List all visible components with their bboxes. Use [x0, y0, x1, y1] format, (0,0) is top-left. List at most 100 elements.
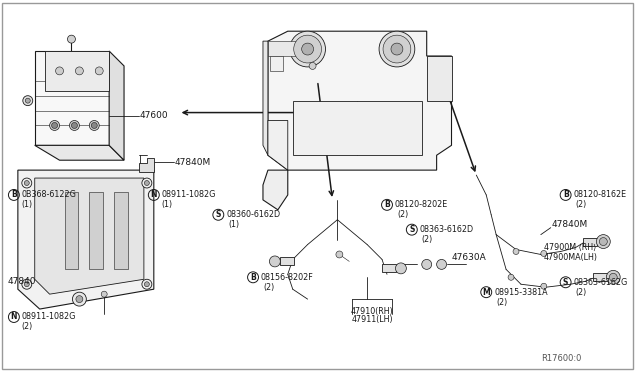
Circle shape	[513, 248, 519, 254]
Text: N: N	[11, 312, 17, 321]
Polygon shape	[593, 273, 607, 281]
Polygon shape	[280, 257, 294, 265]
Circle shape	[294, 35, 321, 63]
Polygon shape	[584, 238, 597, 246]
Text: (2): (2)	[575, 201, 587, 209]
Circle shape	[606, 270, 620, 284]
Circle shape	[309, 62, 316, 70]
Polygon shape	[18, 170, 154, 309]
Circle shape	[101, 291, 107, 297]
Circle shape	[95, 67, 103, 75]
Text: 08360-6162D: 08360-6162D	[227, 210, 280, 219]
Text: 47911(LH): 47911(LH)	[351, 315, 393, 324]
Circle shape	[541, 283, 547, 289]
Text: S: S	[563, 278, 568, 287]
Text: R17600:0: R17600:0	[541, 354, 581, 363]
Circle shape	[600, 238, 607, 246]
Text: B: B	[384, 201, 390, 209]
Circle shape	[22, 279, 32, 289]
Text: 47630A: 47630A	[451, 253, 486, 262]
Polygon shape	[382, 264, 396, 272]
Text: 08911-1082G: 08911-1082G	[22, 312, 76, 321]
Polygon shape	[263, 170, 288, 210]
Circle shape	[290, 31, 326, 67]
Circle shape	[67, 35, 76, 43]
Text: (2): (2)	[263, 283, 274, 292]
Text: 47910(RH): 47910(RH)	[351, 307, 394, 315]
Text: (2): (2)	[575, 288, 587, 297]
Circle shape	[90, 121, 99, 131]
Polygon shape	[268, 41, 308, 56]
Circle shape	[336, 251, 343, 258]
Circle shape	[56, 67, 63, 75]
Circle shape	[22, 178, 32, 188]
Text: B: B	[563, 190, 568, 199]
Text: 47900MA(LH): 47900MA(LH)	[544, 253, 598, 262]
Circle shape	[396, 263, 406, 274]
Polygon shape	[35, 145, 124, 160]
Text: (1): (1)	[22, 201, 33, 209]
Circle shape	[50, 121, 60, 131]
Circle shape	[24, 282, 29, 287]
Circle shape	[422, 259, 431, 269]
Circle shape	[145, 282, 149, 287]
Circle shape	[609, 273, 617, 281]
Circle shape	[596, 235, 611, 248]
Circle shape	[142, 279, 152, 289]
Polygon shape	[109, 51, 124, 160]
Text: 08120-8162E: 08120-8162E	[573, 190, 627, 199]
Text: (2): (2)	[496, 298, 508, 307]
Polygon shape	[270, 56, 283, 71]
Circle shape	[72, 292, 86, 306]
Circle shape	[383, 35, 411, 63]
Text: B: B	[11, 190, 17, 199]
Circle shape	[391, 43, 403, 55]
Circle shape	[24, 180, 29, 186]
Circle shape	[76, 296, 83, 302]
Text: 47840: 47840	[8, 277, 36, 286]
Text: 08120-8202E: 08120-8202E	[395, 201, 448, 209]
Polygon shape	[263, 41, 268, 155]
Circle shape	[26, 98, 30, 103]
Text: 0B368-6122G: 0B368-6122G	[22, 190, 77, 199]
Circle shape	[52, 122, 58, 128]
Text: 08915-3381A: 08915-3381A	[494, 288, 548, 297]
Circle shape	[436, 259, 447, 269]
Text: (1): (1)	[162, 201, 173, 209]
Text: 47600: 47600	[140, 111, 168, 120]
Polygon shape	[292, 101, 422, 155]
Circle shape	[70, 121, 79, 131]
Polygon shape	[35, 51, 109, 145]
Text: (2): (2)	[422, 235, 433, 244]
Polygon shape	[45, 51, 109, 91]
Polygon shape	[35, 178, 144, 294]
Circle shape	[541, 250, 547, 256]
Text: B: B	[250, 273, 256, 282]
Text: 08363-6162G: 08363-6162G	[573, 278, 628, 287]
Polygon shape	[427, 56, 451, 101]
Circle shape	[23, 96, 33, 106]
Text: 47840M: 47840M	[552, 220, 588, 229]
Text: 47840M: 47840M	[175, 158, 211, 167]
Circle shape	[269, 256, 280, 267]
Circle shape	[508, 274, 514, 280]
Circle shape	[379, 31, 415, 67]
Polygon shape	[114, 192, 128, 269]
Text: 08363-6162D: 08363-6162D	[420, 225, 474, 234]
Text: N: N	[150, 190, 157, 199]
Text: 08911-1082G: 08911-1082G	[162, 190, 216, 199]
Circle shape	[92, 122, 97, 128]
Polygon shape	[139, 158, 154, 172]
Polygon shape	[65, 192, 78, 269]
Text: (2): (2)	[397, 210, 408, 219]
Circle shape	[301, 43, 314, 55]
Text: 08156-8202F: 08156-8202F	[261, 273, 314, 282]
Text: 47900M ⟨RH⟩: 47900M ⟨RH⟩	[544, 243, 596, 252]
Circle shape	[76, 67, 83, 75]
Text: M: M	[483, 288, 490, 297]
Circle shape	[142, 178, 152, 188]
Text: (1): (1)	[228, 220, 239, 229]
Text: S: S	[216, 210, 221, 219]
Polygon shape	[268, 121, 288, 170]
Circle shape	[72, 122, 77, 128]
